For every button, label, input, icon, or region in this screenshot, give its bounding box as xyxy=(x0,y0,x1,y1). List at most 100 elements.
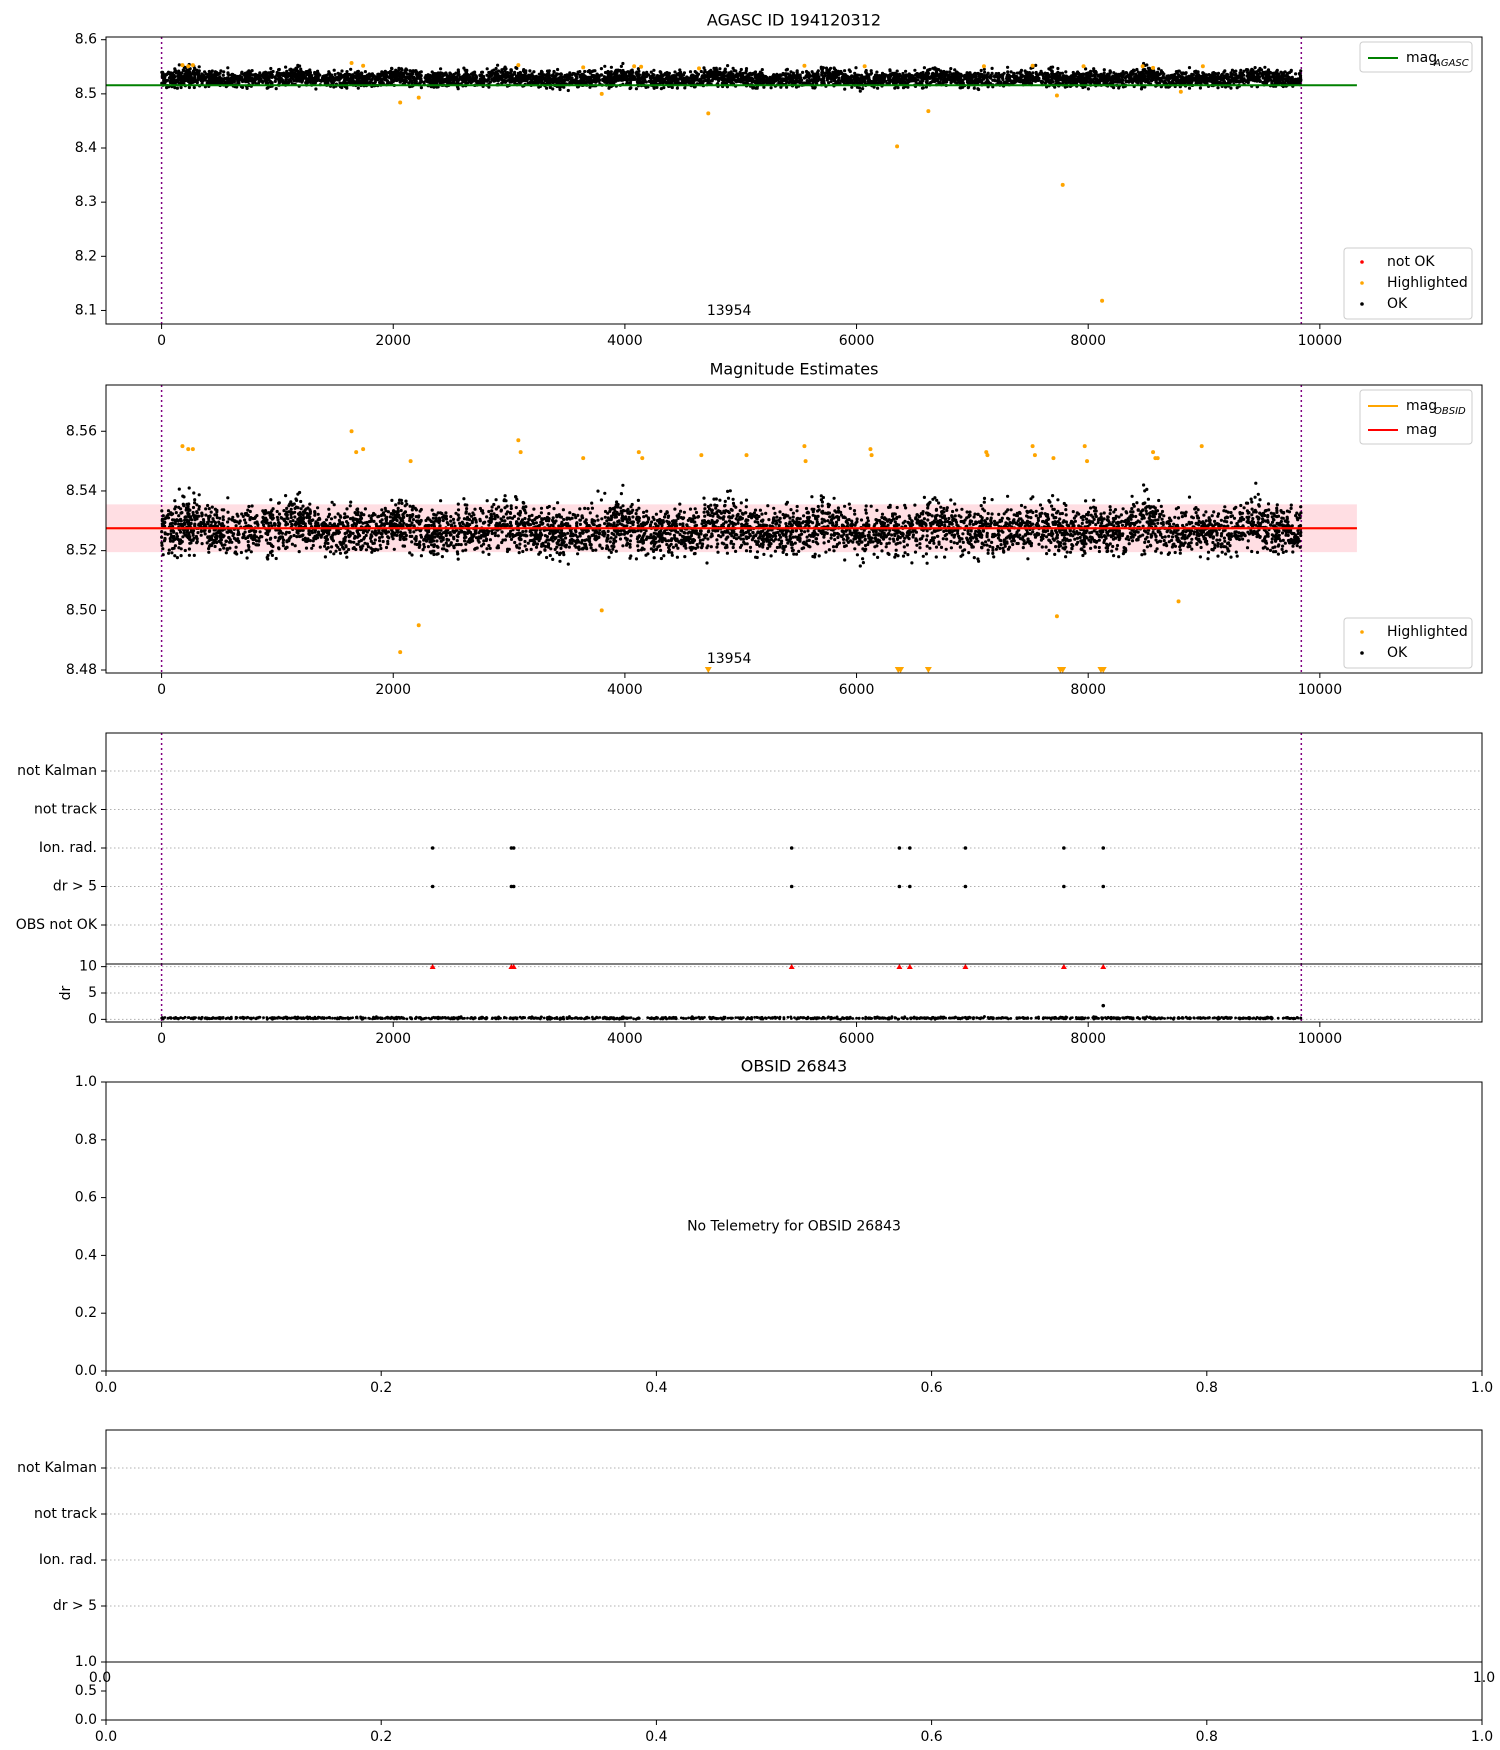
ok-point xyxy=(842,76,846,80)
ok-point xyxy=(1093,71,1097,75)
ok-point xyxy=(321,74,325,79)
ok-point xyxy=(603,70,608,75)
ok-point xyxy=(218,77,222,81)
ok-point xyxy=(789,70,793,74)
ok-point xyxy=(814,78,818,82)
ok-point xyxy=(945,70,949,74)
ok-point xyxy=(979,68,983,73)
ok-point xyxy=(1253,66,1257,70)
ok-point xyxy=(359,76,364,80)
ok-point xyxy=(708,72,712,76)
ok-point xyxy=(478,73,482,77)
ok-point xyxy=(1281,80,1285,84)
ok-point xyxy=(928,67,932,71)
ok-point xyxy=(1010,81,1014,85)
ok-point xyxy=(526,81,530,85)
ok-point xyxy=(778,74,782,78)
ok-point xyxy=(316,69,320,73)
ok-point xyxy=(810,70,814,74)
ok-point xyxy=(637,69,641,73)
ok-point xyxy=(848,69,852,74)
ok-point xyxy=(284,78,288,82)
ok-point xyxy=(625,75,629,79)
ok-point xyxy=(642,71,646,75)
ok-point xyxy=(739,80,743,84)
ok-point xyxy=(1225,72,1229,76)
ok-point xyxy=(1015,71,1019,75)
ok-point xyxy=(490,69,494,73)
ok-point xyxy=(356,86,360,90)
ok-point xyxy=(976,87,980,91)
ok-point xyxy=(742,81,746,85)
ok-point xyxy=(1056,66,1060,71)
ok-point xyxy=(1263,70,1268,74)
ok-point xyxy=(189,72,193,76)
ok-point xyxy=(967,72,971,76)
ok-point xyxy=(529,77,533,81)
ok-point xyxy=(1187,86,1192,90)
ok-point xyxy=(836,79,840,83)
ok-point xyxy=(547,71,551,75)
ok-point xyxy=(625,80,629,84)
ok-point xyxy=(597,78,602,82)
ok-point xyxy=(921,79,925,83)
ok-point xyxy=(504,67,508,71)
ok-point xyxy=(1009,70,1013,74)
ok-point xyxy=(204,76,208,80)
ok-point xyxy=(1089,72,1093,76)
ok-point xyxy=(430,75,434,79)
ok-point xyxy=(485,67,489,71)
ok-point xyxy=(729,81,734,85)
ok-point xyxy=(1107,74,1111,78)
ok-point xyxy=(250,69,254,73)
ok-point xyxy=(348,73,353,77)
ok-point xyxy=(528,69,532,73)
ok-point xyxy=(854,66,858,70)
ok-point xyxy=(472,79,476,83)
ok-point xyxy=(508,71,512,75)
ok-point xyxy=(578,70,582,74)
ok-point xyxy=(1183,72,1187,76)
ok-point xyxy=(1139,71,1143,75)
ok-point xyxy=(1126,73,1130,77)
ok-point xyxy=(1249,77,1253,81)
ok-point xyxy=(769,79,773,83)
ok-point xyxy=(411,69,415,73)
ok-point xyxy=(951,73,955,78)
ok-point xyxy=(878,74,882,78)
ok-point xyxy=(419,70,423,74)
ok-point xyxy=(503,69,507,73)
ok-point xyxy=(1216,86,1220,90)
ok-point xyxy=(1031,75,1035,79)
ok-point xyxy=(1144,77,1148,82)
ok-point xyxy=(883,76,887,80)
ok-point xyxy=(1232,73,1237,77)
ok-point xyxy=(294,66,298,70)
ok-point xyxy=(503,80,507,84)
ok-point xyxy=(490,77,494,81)
ok-point xyxy=(765,75,769,79)
ok-point xyxy=(438,71,443,75)
ok-point xyxy=(380,78,384,82)
ok-point xyxy=(266,78,270,82)
ok-point xyxy=(160,70,164,74)
ok-point xyxy=(1229,78,1233,82)
ok-point xyxy=(444,77,448,81)
ok-point xyxy=(173,86,177,90)
ok-point xyxy=(748,77,753,81)
ok-point xyxy=(443,73,447,77)
ok-point xyxy=(829,80,833,84)
ok-point xyxy=(1071,79,1075,83)
ok-point xyxy=(1297,72,1301,76)
ok-point xyxy=(226,71,230,75)
ok-point xyxy=(781,71,785,76)
ok-point xyxy=(173,67,177,71)
ok-point xyxy=(1198,86,1202,90)
ok-point xyxy=(433,72,437,76)
ok-point xyxy=(863,80,867,84)
ok-point xyxy=(287,80,291,85)
ok-point xyxy=(1286,76,1290,80)
ok-point xyxy=(752,79,756,83)
ok-point xyxy=(545,79,550,83)
ok-point xyxy=(959,74,963,78)
